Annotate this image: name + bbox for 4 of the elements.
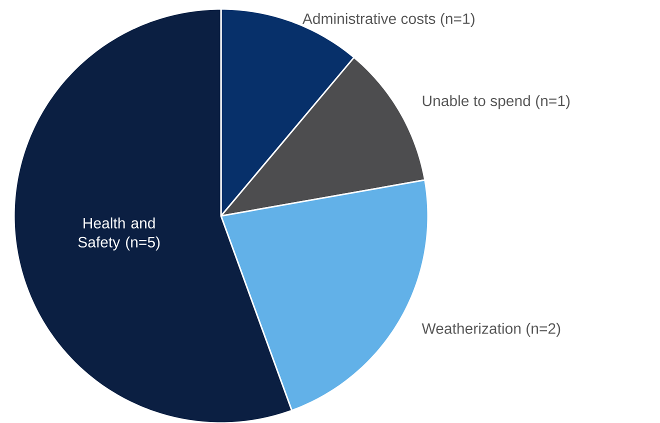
slice-label: Health and Safety (n=5) <box>78 217 160 250</box>
slice-label: Administrative costs (n=1) <box>302 13 474 27</box>
slice-label: Unable to spend (n=1) <box>422 95 570 110</box>
slice-label: Weatherization (n=2) <box>422 322 560 337</box>
